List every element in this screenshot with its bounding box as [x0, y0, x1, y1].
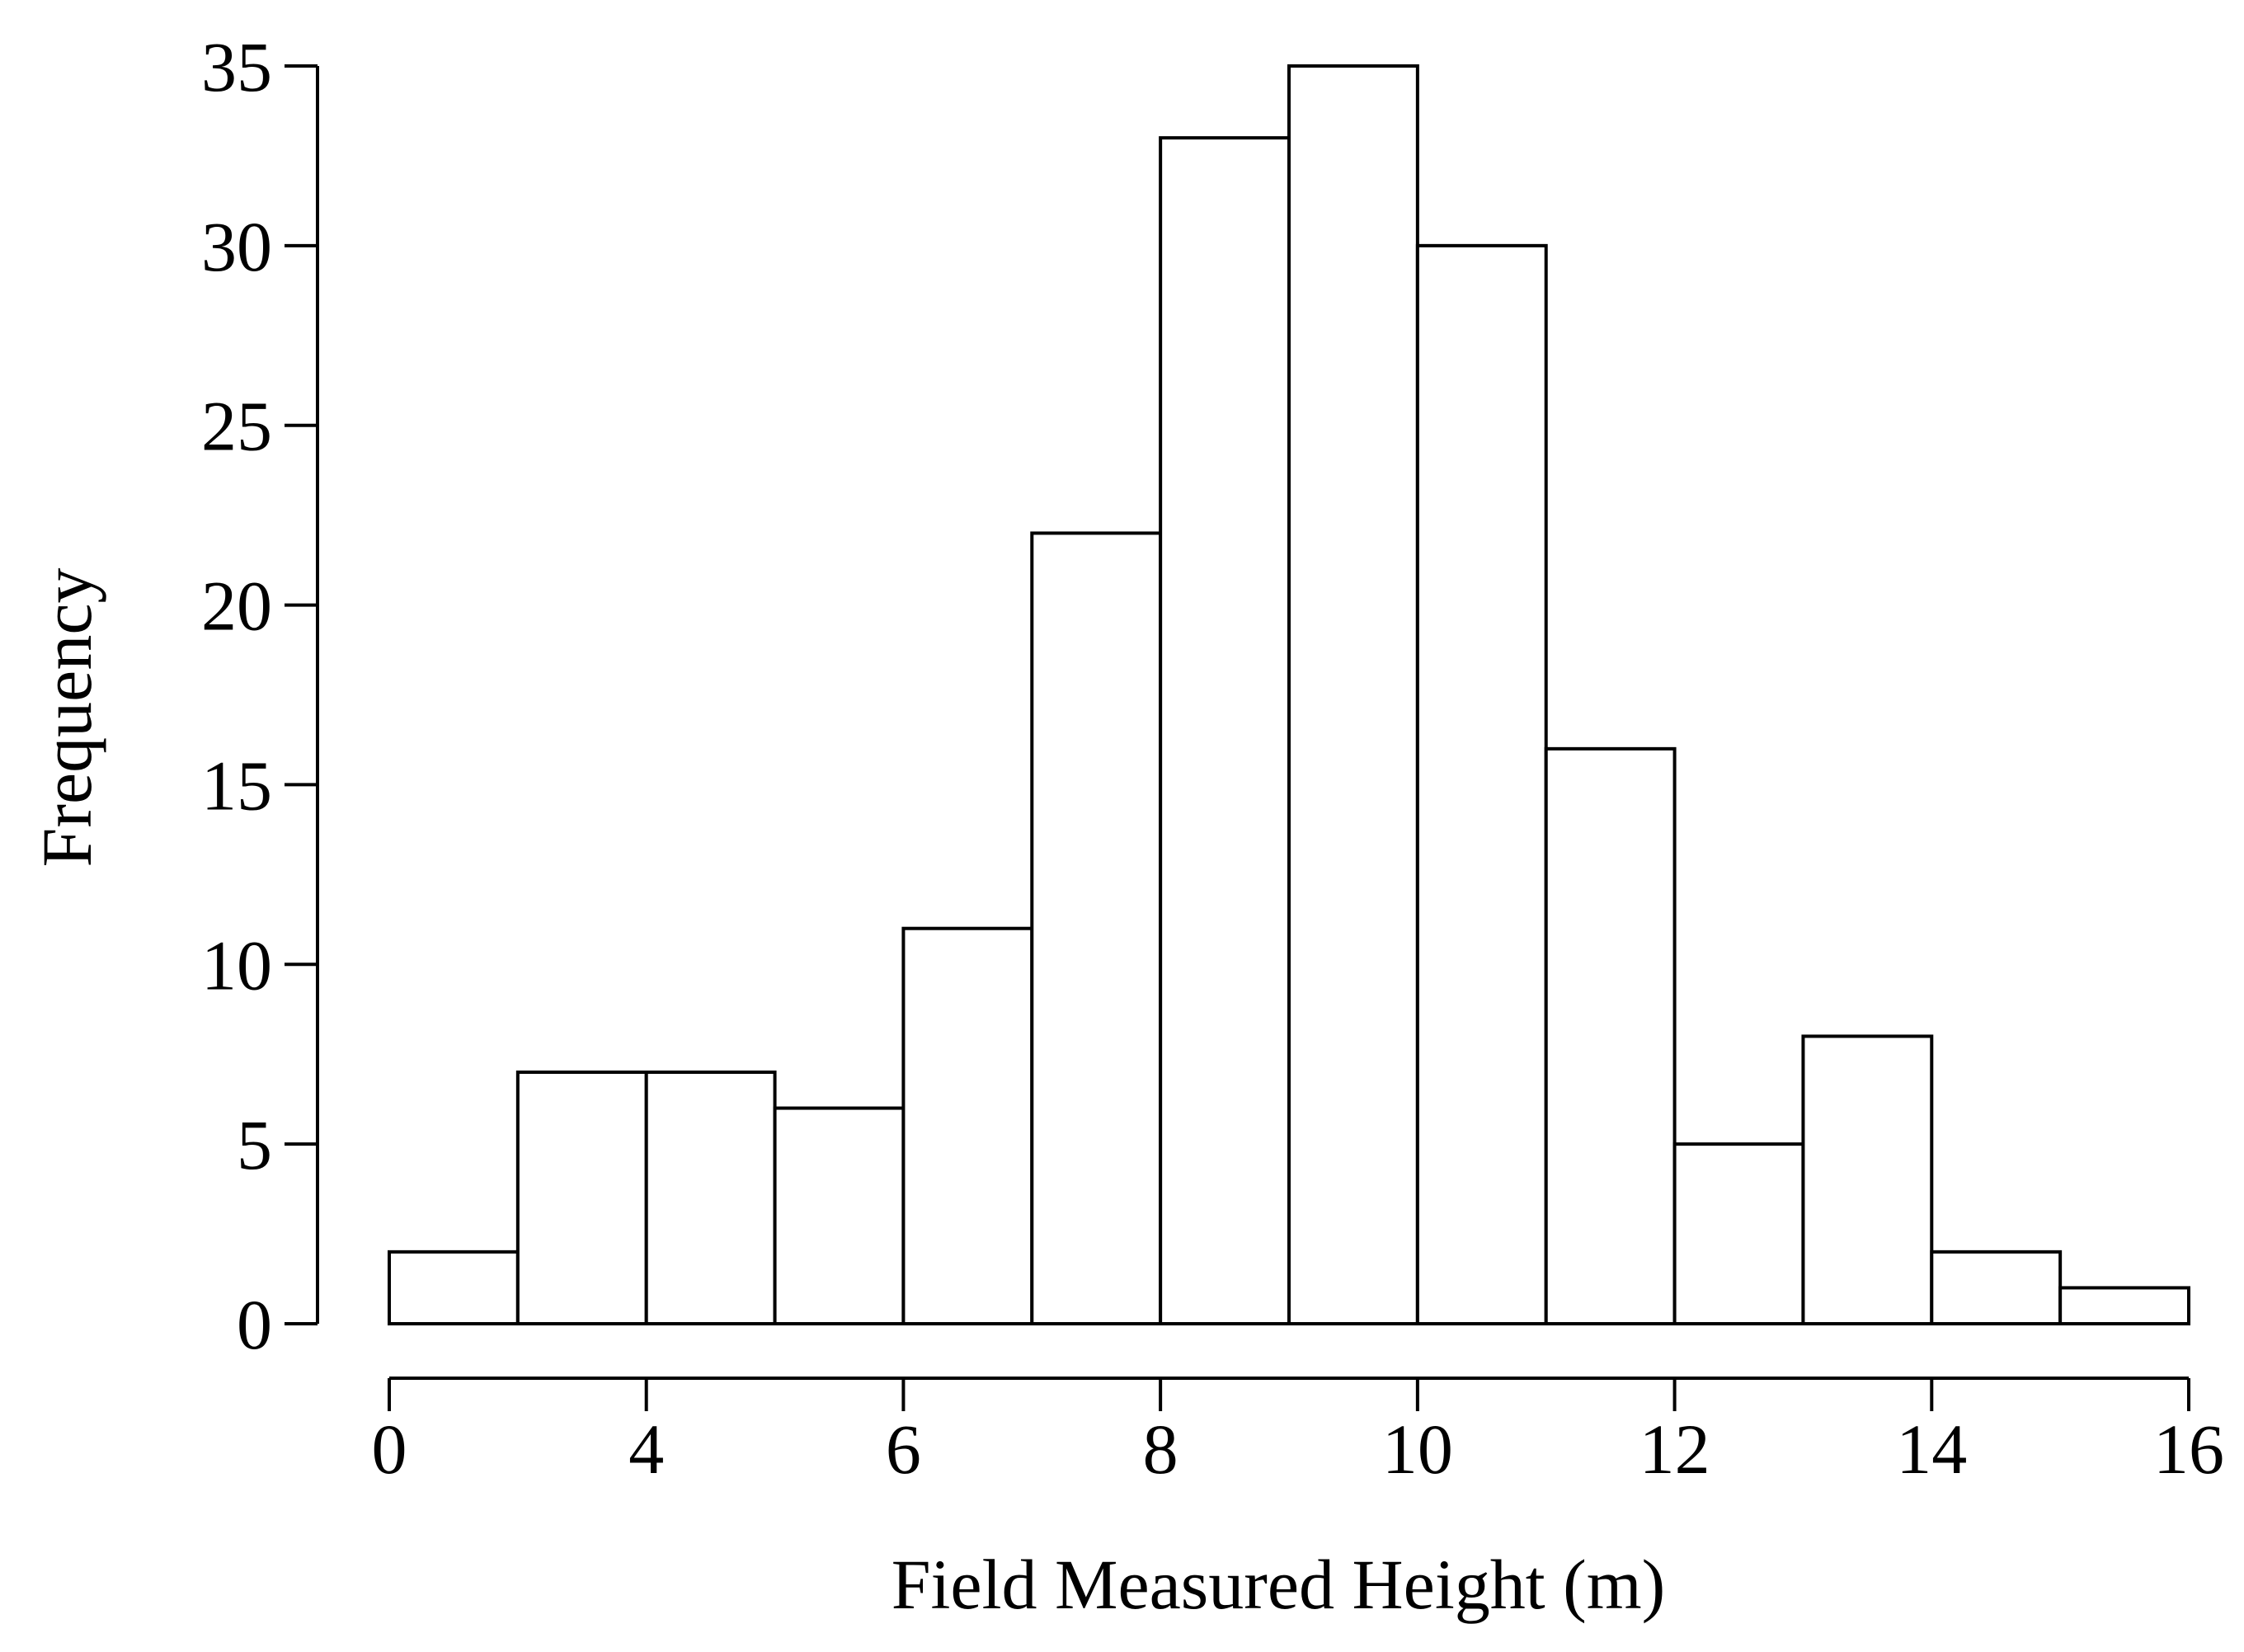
y-axis-title: Frequency: [27, 568, 106, 868]
y-tick-label-25: 25: [201, 387, 272, 466]
x-tick-label-14: 14: [1896, 1410, 1967, 1489]
histogram-bar-10: [1544, 746, 1677, 1325]
x-axis: 0 4 6 8 10 12 14 16: [372, 1377, 2224, 1489]
y-tick-label-5: 5: [237, 1105, 272, 1184]
y-tick-label-0: 0: [237, 1285, 272, 1364]
y-tick-label-30: 30: [201, 207, 272, 286]
histogram-bar-2: [515, 1071, 648, 1325]
x-tick-label-12: 12: [1639, 1410, 1710, 1489]
x-tick-label-16: 16: [2153, 1410, 2224, 1489]
y-tick-label-15: 15: [201, 746, 272, 825]
x-tick-label-8: 8: [1143, 1410, 1178, 1489]
histogram-bar-6: [1030, 531, 1163, 1325]
x-tick-label-4: 4: [628, 1410, 664, 1489]
y-tick-label-35: 35: [201, 27, 272, 106]
x-axis-title: Field Measured Height (m): [891, 1545, 1666, 1624]
histogram-bar-9: [1415, 243, 1548, 1325]
histogram-bar-5: [901, 926, 1034, 1325]
x-tick-label-10: 10: [1382, 1410, 1453, 1489]
histogram-bar-1: [388, 1250, 520, 1326]
x-tick-label-0: 0: [372, 1410, 407, 1489]
histogram-bar-8: [1287, 64, 1419, 1325]
histogram-bar-14: [2058, 1286, 2190, 1326]
bars-group: [388, 64, 2190, 1326]
histogram-bar-3: [644, 1071, 777, 1325]
y-tick-label-10: 10: [201, 925, 272, 1005]
histogram-bar-11: [1672, 1142, 1805, 1325]
histogram-bar-4: [773, 1106, 906, 1325]
x-tick-label-6: 6: [886, 1410, 921, 1489]
histogram-bar-13: [1930, 1250, 2063, 1326]
histogram-bar-12: [1801, 1034, 1934, 1326]
y-axis: 0 5 10 15 20 25 30 35: [201, 27, 319, 1364]
y-tick-label-20: 20: [201, 567, 272, 646]
histogram-bar-7: [1159, 136, 1291, 1326]
